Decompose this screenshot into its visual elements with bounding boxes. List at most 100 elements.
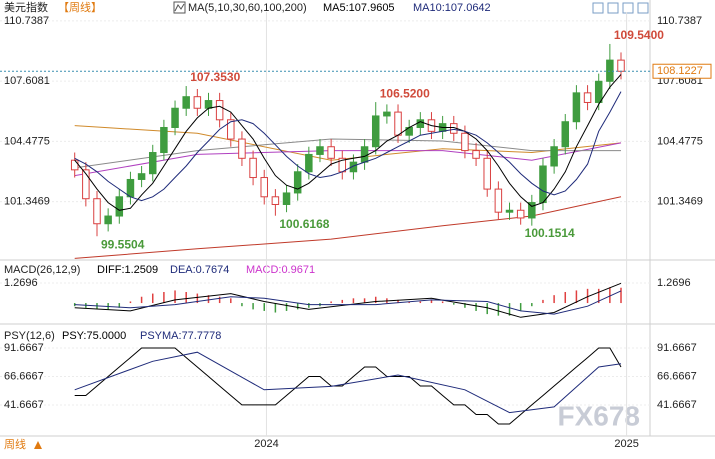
candle-body — [215, 100, 224, 121]
ma-icon — [174, 3, 185, 12]
candle-body — [528, 202, 536, 219]
candle-body — [394, 111, 402, 136]
series-line — [74, 74, 622, 211]
y-tick-label: 41.6667 — [4, 399, 44, 411]
last-price-box — [652, 63, 712, 79]
candle-body — [371, 115, 380, 148]
candle-body — [115, 196, 124, 217]
candle-body — [238, 138, 246, 159]
candle-body — [494, 188, 503, 213]
candle-body — [137, 173, 146, 180]
candle-body — [572, 92, 581, 123]
ma-legend: MA(5,10,30,60,100,200) — [188, 2, 307, 14]
annotation: 107.3530 — [190, 70, 240, 84]
y-tick-label: 91.6667 — [4, 342, 44, 354]
candle-body — [505, 209, 514, 213]
y-tick-label: 1.2696 — [4, 277, 38, 289]
legend-entry: DEA:0.7674 — [170, 264, 229, 276]
candle-body — [148, 152, 157, 175]
tool-button[interactable] — [592, 2, 604, 14]
candle-body — [606, 59, 614, 82]
candle-body — [539, 165, 547, 204]
y-tick-label: 101.3469 — [657, 196, 703, 208]
candle-body — [483, 157, 491, 190]
series-line — [74, 142, 622, 177]
toolbar — [592, 2, 649, 14]
candle-body — [126, 178, 135, 198]
y-tick-label: 104.4775 — [657, 135, 703, 147]
candle-body — [516, 209, 525, 219]
period-selector[interactable]: 周线 — [4, 437, 26, 451]
tool-button[interactable] — [637, 2, 649, 14]
series-line — [74, 290, 622, 315]
y-tick-label: 66.6667 — [657, 370, 697, 382]
y-tick-label: 104.4775 — [4, 135, 50, 147]
y-tick-label: 110.7387 — [4, 15, 49, 27]
legend-entry: DIFF:1.2509 — [97, 264, 158, 276]
x-tick-label: 2024 — [254, 438, 278, 450]
series-line — [74, 282, 622, 318]
candle-body — [416, 119, 425, 128]
y-tick-label: 1.2696 — [657, 277, 691, 289]
candle-body — [282, 192, 291, 205]
candle-body — [82, 169, 90, 200]
panel-title: PSY(12,6) — [4, 330, 55, 342]
candle-body — [249, 157, 257, 179]
candle-body — [227, 119, 235, 140]
candle-body — [93, 198, 101, 225]
candle-body — [182, 96, 190, 109]
tool-button[interactable] — [607, 2, 619, 14]
legend-entry: PSY:75.0000 — [62, 330, 126, 342]
annotation: 106.5200 — [380, 86, 430, 100]
candle-body — [271, 196, 280, 205]
panel-title: MACD(26,12,9) — [4, 264, 80, 276]
x-tick-label: 2025 — [614, 438, 638, 450]
annotation: 109.5400 — [614, 28, 664, 42]
annotation: 99.5504 — [101, 237, 145, 251]
candle-body — [305, 153, 313, 173]
y-tick-label: 91.6667 — [657, 342, 697, 354]
chart-title: 美元指数 — [4, 0, 48, 14]
last-price-label: 108.1227 — [657, 65, 703, 77]
annotation: 100.1514 — [525, 226, 575, 240]
candle-body — [70, 159, 79, 171]
y-tick-label: 66.6667 — [4, 370, 44, 382]
period-label[interactable]: 【周线】 — [58, 0, 102, 14]
candle-body — [617, 59, 625, 72]
series-line — [74, 196, 622, 259]
candle-body — [327, 146, 335, 159]
candle-body — [594, 80, 603, 103]
tool-button[interactable] — [622, 2, 634, 14]
ma-icon[interactable] — [173, 1, 186, 14]
series-line — [74, 351, 622, 414]
candle-body — [360, 146, 369, 163]
legend-entry: PSYMA:77.7778 — [140, 330, 221, 342]
selector-arrow[interactable] — [34, 441, 42, 449]
legend-entry: MACD:0.9671 — [246, 264, 315, 276]
candle-body — [472, 150, 480, 159]
candle-body — [260, 177, 268, 198]
candle-body — [461, 132, 469, 152]
y-tick-label: 41.6667 — [657, 399, 697, 411]
candle-body — [316, 146, 324, 155]
y-tick-label: 101.3469 — [4, 196, 50, 208]
candle-body — [171, 107, 179, 128]
candle-body — [193, 96, 202, 109]
series-line — [74, 347, 622, 425]
candle-body — [293, 171, 302, 194]
annotation: 100.6168 — [279, 217, 329, 231]
candle-body — [550, 146, 558, 167]
candle-body — [561, 121, 570, 148]
y-tick-label: 107.6081 — [4, 75, 50, 87]
candle-body — [583, 92, 592, 103]
legend-entry: MA10:107.0642 — [413, 2, 491, 14]
candle-body — [349, 161, 358, 173]
y-tick-label: 110.7387 — [657, 15, 702, 27]
series-line — [74, 91, 622, 202]
candle-body — [204, 100, 213, 109]
candle-body — [160, 126, 168, 154]
candle-body — [104, 215, 112, 225]
series-line — [74, 138, 621, 169]
